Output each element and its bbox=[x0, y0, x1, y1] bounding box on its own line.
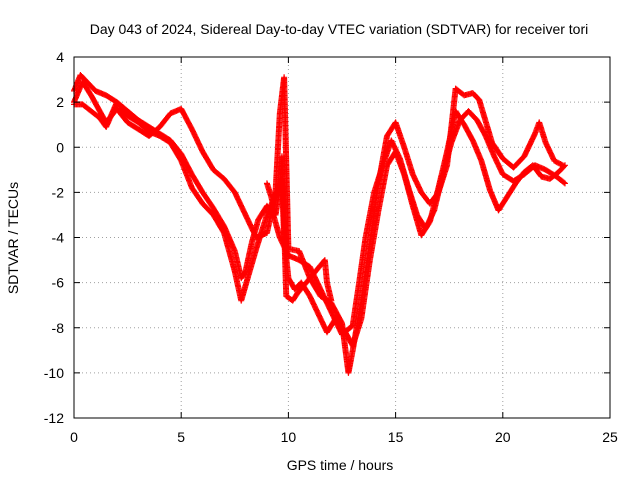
y-tick-label: 2 bbox=[56, 94, 64, 110]
x-tick-label: 20 bbox=[495, 429, 511, 445]
x-tick-label: 10 bbox=[281, 429, 297, 445]
data-point bbox=[560, 179, 567, 186]
y-tick-label: -2 bbox=[52, 184, 65, 200]
data-point bbox=[558, 161, 565, 168]
x-axis-label: GPS time / hours bbox=[287, 457, 394, 473]
x-tick-label: 25 bbox=[602, 429, 618, 445]
y-axis-label: SDTVAR / TECUs bbox=[5, 182, 21, 294]
data-point bbox=[328, 297, 335, 304]
y-tick-label: -12 bbox=[44, 410, 64, 426]
y-tick-label: -8 bbox=[52, 320, 65, 336]
grid bbox=[74, 57, 610, 418]
x-tick-label: 0 bbox=[70, 429, 78, 445]
x-tick-label: 15 bbox=[388, 429, 404, 445]
y-tick-label: -10 bbox=[44, 365, 64, 381]
data-point bbox=[561, 180, 568, 187]
data-points bbox=[71, 72, 568, 376]
y-tick-label: 0 bbox=[56, 139, 64, 155]
y-tick-label: -6 bbox=[52, 275, 65, 291]
x-tick-label: 5 bbox=[177, 429, 185, 445]
data-point bbox=[559, 162, 566, 169]
y-tick-label: 4 bbox=[56, 49, 64, 65]
chart-title: Day 043 of 2024, Sidereal Day-to-day VTE… bbox=[90, 21, 589, 37]
y-tick-label: -4 bbox=[52, 230, 65, 246]
